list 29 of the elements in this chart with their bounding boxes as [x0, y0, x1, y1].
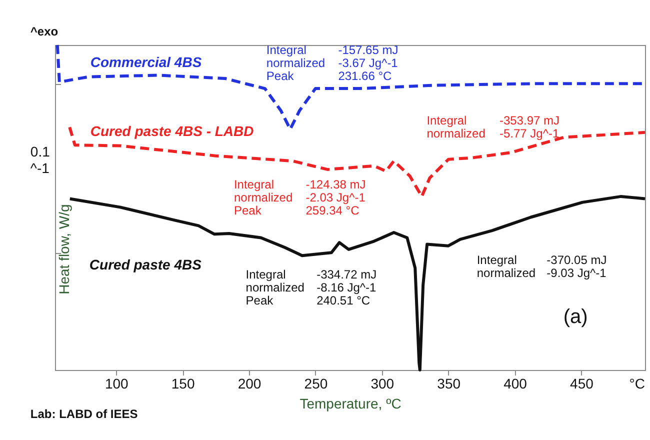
- text: ^-1: [30, 160, 50, 176]
- text: °C: [629, 375, 645, 392]
- y-axis-title: Heat flow, W/g: [56, 204, 72, 294]
- series-label: Cured paste 4BS: [89, 256, 202, 273]
- text: 0.1: [30, 143, 50, 160]
- x-tick-label: 350: [437, 376, 461, 392]
- annotation: Integral normalized Peak: [246, 268, 304, 308]
- annotation: Integral normalized: [476, 252, 536, 280]
- series-label: Cured paste 4BS - LABD: [90, 122, 254, 139]
- annotation: Integral normalized Peak: [266, 43, 326, 83]
- x-tick-label: 300: [370, 376, 394, 392]
- x-tick-label: 450: [570, 376, 594, 392]
- annotation: (a): [563, 306, 588, 328]
- text: Lab: LABD of IEES: [30, 407, 138, 421]
- x-tick-label: 150: [171, 376, 195, 392]
- x-axis-title: Temperature, ºC: [300, 396, 402, 412]
- x-tick-label: 200: [238, 376, 262, 392]
- series-label: Commercial 4BS: [90, 54, 202, 70]
- x-tick-label: 250: [304, 376, 328, 392]
- text: ^exo: [30, 24, 58, 38]
- annotation: -370.05 mJ -9.03 Jg^-1: [546, 252, 607, 280]
- x-tick-label: 400: [504, 376, 528, 392]
- annotation: -157.65 mJ -3.67 Jg^-1 231.66 °C: [338, 43, 398, 83]
- annotation: Integral normalized: [426, 114, 486, 141]
- annotation: Integral normalized Peak: [234, 178, 293, 218]
- annotation: -124.38 mJ -2.03 Jg^-1 259.34 °C: [306, 178, 366, 218]
- annotation: -334.72 mJ -8.16 Jg^-1 240.51 °C: [316, 268, 377, 308]
- x-tick-label: 100: [104, 376, 129, 392]
- annotation: -353.97 mJ -5.77 Jg^-1: [499, 114, 560, 141]
